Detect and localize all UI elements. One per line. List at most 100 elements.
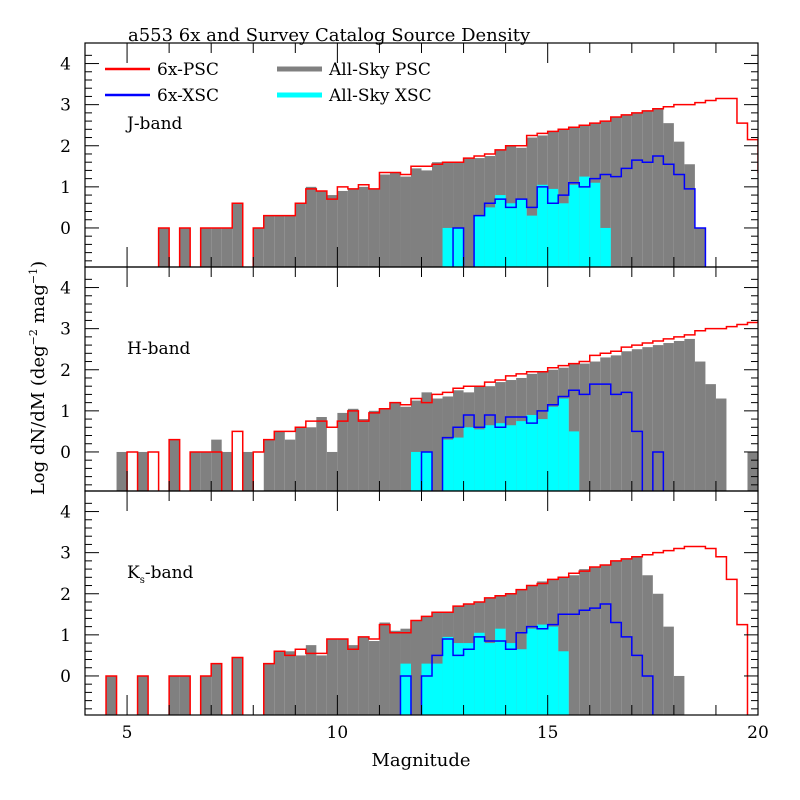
allsky-psc-bar [568,575,580,715]
allsky-xsc-bar [484,643,496,715]
panel-label-ks-sub: s [140,575,145,586]
allsky-xsc-bar [600,227,611,267]
legend-label-3: All-Sky XSC [328,86,432,106]
allsky-psc-bar [211,227,222,267]
sixx-psc-histogram [126,319,758,491]
allsky-xsc-bar [442,636,454,715]
allsky-psc-bar [747,451,758,491]
panel-1: 0 1 2 3 4 [60,266,759,492]
allsky-psc-bar [558,129,569,267]
allsky-psc-bar [358,186,369,267]
allsky-psc-bar [610,355,622,491]
allsky-psc-bar [389,630,401,715]
allsky-psc-bar [631,112,643,267]
legend-label-0: 6x-PSC [157,60,219,80]
allsky-psc-bar [232,657,243,715]
allsky-psc-bar [663,626,674,715]
legend: 6x-PSC 6x-XSC All-Sky PSC All-Sky XSC [105,60,432,106]
allsky-psc-bar [421,170,433,267]
allsky-xsc-bar [410,451,422,491]
allsky-psc-bar [673,340,685,491]
legend-label-1: 6x-XSC [157,86,219,106]
allsky-psc-bar [305,427,317,491]
allsky-psc-bar [600,357,611,491]
allsky-psc-bar [705,384,716,491]
allsky-psc-bar [347,645,359,715]
y-tick-label: 3 [60,320,71,340]
allsky-xsc-bar [579,176,590,267]
allsky-psc-bar [326,638,338,715]
allsky-psc-bar [347,408,359,491]
allsky-psc-bar [600,564,611,715]
allsky-psc-bar [589,567,601,715]
allsky-psc-bar [379,174,390,267]
allsky-psc-bar [116,451,128,491]
allsky-psc-bar [263,663,275,715]
allsky-xsc-bar [442,439,454,491]
x-tick-label: 10 [327,723,349,743]
allsky-xsc-bar [505,425,517,491]
allsky-psc-bar [358,636,369,715]
panel-0: 0 1 2 3 4 [60,42,759,268]
y-tick-label: 4 [60,55,71,75]
y-tick-label: 1 [60,178,71,198]
allsky-psc-bar [211,663,222,715]
allsky-psc-bar [274,215,285,267]
y-tick-label: 0 [60,443,71,463]
allsky-psc-bar [263,439,275,491]
allsky-xsc-bar [516,649,527,715]
x-tick-labels: 5 10 15 20 [122,723,769,743]
allsky-psc-bar [221,451,233,491]
panel-label-h: H-band [127,339,191,359]
allsky-psc-bar [295,655,306,715]
allsky-psc-bar [337,638,348,715]
x-tick-label: 20 [747,723,769,743]
allsky-psc-bar [368,188,380,267]
allsky-psc-bar [326,195,338,267]
y-tick-label: 2 [60,137,71,157]
y-axis-label-main: Log dN/dM (deg [28,345,49,495]
allsky-psc-bar [442,162,454,267]
allsky-xsc-bar [453,227,464,267]
allsky-xsc-bar [463,643,475,715]
allsky-psc-bar [305,186,317,267]
allsky-psc-bar [432,162,443,267]
allsky-psc-bar [190,451,201,491]
allsky-psc-bar [684,164,695,267]
y-tick-label: 4 [60,279,71,299]
allsky-psc-bar [305,645,317,715]
allsky-xsc-bar [537,624,548,715]
allsky-psc-bar [242,451,254,491]
allsky-psc-bar [158,227,170,267]
allsky-psc-bar [600,121,611,267]
y-tick-label: 0 [60,667,71,687]
sixx-psc-histogram [157,97,758,267]
allsky-xsc-bar [537,419,548,491]
sixx-xsc-histogram [452,155,707,267]
legend-label-2: All-Sky PSC [328,60,431,80]
y-tick-label: 2 [60,585,71,605]
allsky-xsc-bar [526,628,538,715]
allsky-psc-bar [274,651,285,715]
allsky-xsc-bar [453,437,464,491]
allsky-psc-bar [137,675,149,715]
allsky-psc-bar [295,427,306,491]
y-tick-label: 0 [60,219,71,239]
allsky-psc-bar [621,351,632,491]
y-axis-label-sup2: −1 [27,268,40,284]
allsky-psc-bar [410,168,422,267]
allsky-psc-bar [410,620,422,715]
allsky-psc-bar [579,363,590,491]
allsky-xsc-bar [463,427,475,491]
y-tick-label: 1 [60,402,71,422]
allsky-psc-bar [274,431,285,491]
x-axis-label: Magnitude [371,750,470,771]
allsky-psc-bar [652,593,664,715]
allsky-psc-bar [400,176,411,267]
allsky-psc-bar [337,190,348,267]
y-tick-label: 2 [60,361,71,381]
allsky-psc-bar [400,406,411,491]
x-tick-label: 5 [122,723,133,743]
allsky-xsc-bar [484,207,496,267]
allsky-psc-bar [642,110,653,267]
